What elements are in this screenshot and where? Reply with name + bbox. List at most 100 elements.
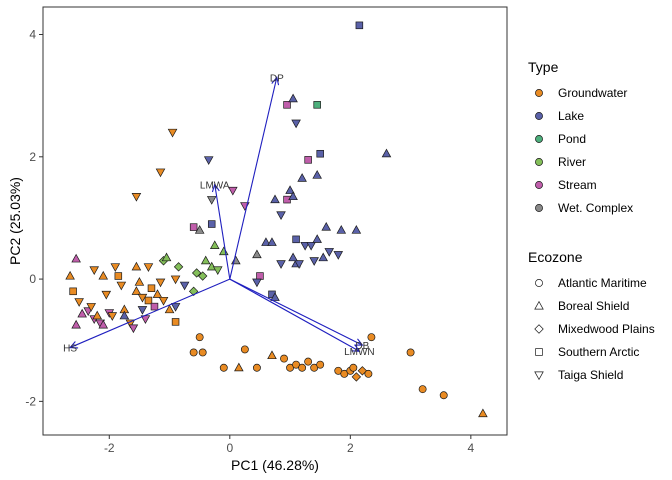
ecozone-legend-label: Boreal Shield <box>558 299 629 313</box>
data-point <box>206 261 217 271</box>
type-legend-key <box>535 204 543 212</box>
y-tick-label: -2 <box>25 394 36 408</box>
vector-label: HS <box>63 344 77 355</box>
x-axis: -2 0 2 4 <box>104 435 475 455</box>
data-point <box>144 296 153 305</box>
data-point <box>336 225 347 234</box>
data-point <box>170 275 181 285</box>
data-point <box>349 363 358 372</box>
data-point <box>276 260 286 269</box>
loading-vector <box>229 278 360 352</box>
data-point <box>114 272 123 280</box>
x-tick-label: 4 <box>468 441 475 455</box>
data-point <box>206 196 217 205</box>
vector-label: DP <box>270 73 284 84</box>
data-point <box>312 234 322 243</box>
data-point <box>294 260 304 269</box>
x-axis-title: PC1 (46.28%) <box>231 457 319 473</box>
data-point <box>89 266 100 276</box>
type-legend-label: Pond <box>558 132 586 146</box>
ecozone-legend-key <box>535 348 543 356</box>
data-point <box>191 268 202 278</box>
data-point <box>312 170 322 179</box>
data-point <box>116 281 127 291</box>
data-point <box>92 310 103 320</box>
ecozone-legend-label: Taiga Shield <box>558 368 623 382</box>
data-point <box>285 185 295 194</box>
data-point <box>161 252 172 262</box>
type-legend-key <box>535 181 543 189</box>
data-point <box>101 290 112 300</box>
data-point <box>98 319 109 329</box>
data-point <box>170 303 181 312</box>
data-point <box>125 319 136 329</box>
data-point <box>234 362 244 372</box>
data-point <box>313 101 321 109</box>
data-point <box>209 240 220 249</box>
loading-vector <box>229 77 278 280</box>
data-point <box>478 408 488 418</box>
data-point <box>155 278 166 288</box>
data-point <box>131 261 142 271</box>
ecozone-legend: Ecozone Atlantic Maritime Boreal Shield Mi… <box>528 249 655 382</box>
type-legend-label: Groundwater <box>558 86 627 100</box>
data-point <box>270 292 280 301</box>
data-point <box>228 186 238 196</box>
data-point <box>107 312 118 321</box>
vector-arrowhead <box>354 338 364 346</box>
data-point <box>71 253 81 263</box>
data-point <box>167 128 178 138</box>
data-point <box>194 225 205 234</box>
data-point <box>147 284 156 293</box>
data-point <box>71 319 81 329</box>
vector-label: LMWN <box>344 347 375 358</box>
x-tick-label: 0 <box>226 441 233 455</box>
data-point <box>203 156 214 165</box>
data-point <box>297 173 307 182</box>
data-point <box>74 298 84 307</box>
vector-arrowhead <box>351 344 361 352</box>
vector-label: DB <box>355 341 369 352</box>
data-point <box>219 363 228 372</box>
type-legend-label: Wet. Complex <box>558 201 633 215</box>
data-point <box>288 191 298 201</box>
y-axis: -2 0 2 4 <box>25 28 43 408</box>
data-point <box>321 221 332 231</box>
data-point <box>304 156 312 164</box>
data-point <box>316 360 325 369</box>
data-point <box>261 237 271 246</box>
data-point <box>292 235 300 244</box>
type-legend-label: Stream <box>558 178 597 192</box>
data-point <box>207 220 216 228</box>
data-point <box>316 149 324 158</box>
data-point <box>318 252 329 262</box>
type-legend-key <box>535 112 543 120</box>
data-point <box>357 366 368 376</box>
data-point <box>300 241 310 251</box>
data-point <box>134 277 145 286</box>
data-point <box>304 357 313 366</box>
data-point <box>119 310 130 320</box>
data-point <box>77 308 87 318</box>
data-point <box>291 119 301 129</box>
data-point <box>280 354 288 363</box>
data-point <box>267 350 277 360</box>
data-point <box>288 252 298 262</box>
vector-arrowhead <box>68 341 79 349</box>
data-point <box>158 296 169 306</box>
data-point <box>439 391 448 400</box>
data-point <box>355 21 364 30</box>
data-point <box>309 257 319 266</box>
data-point <box>131 286 142 295</box>
loading-vector <box>69 278 231 349</box>
data-point <box>200 255 211 265</box>
ecozone-legend-title: Ecozone <box>528 249 583 265</box>
data-point <box>333 251 344 260</box>
ecozone-legend-label: Mixedwood Plains <box>558 322 655 336</box>
data-point <box>240 345 249 354</box>
ecozone-legend-key <box>534 300 544 310</box>
data-point <box>179 281 190 291</box>
data-point <box>155 168 166 178</box>
